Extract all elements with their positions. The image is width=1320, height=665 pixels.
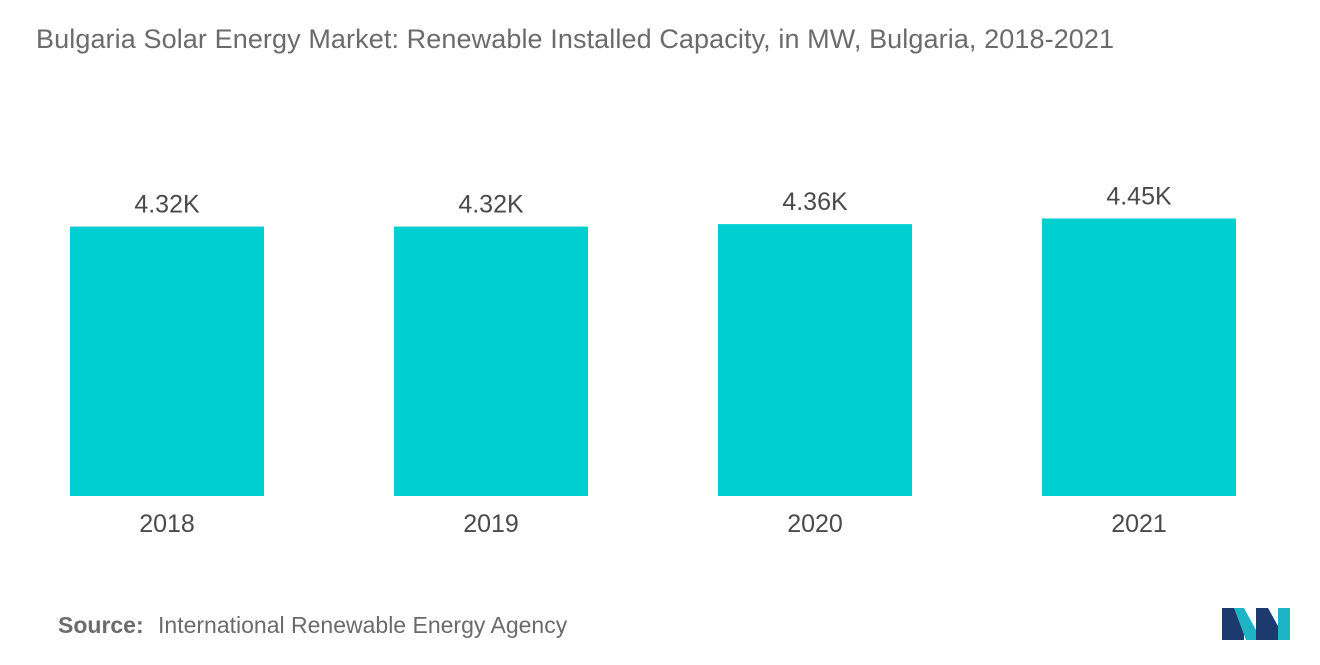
bar-2021 — [1042, 218, 1236, 497]
bar-value-label-2021: 4.45K — [1106, 182, 1172, 210]
x-tick-label-2019: 2019 — [463, 510, 519, 538]
source-text: International Renewable Energy Agency — [158, 612, 568, 638]
bar-value-label-2019: 4.32K — [458, 191, 524, 219]
bar-2019 — [394, 226, 588, 496]
bar-2018 — [70, 226, 264, 496]
x-tick-label-2020: 2020 — [787, 510, 843, 538]
bar-value-label-2020: 4.36K — [782, 188, 848, 216]
bar-2020 — [718, 224, 912, 496]
bar-value-label-2018: 4.32K — [134, 191, 200, 219]
source-note: Source: International Renewable Energy A… — [58, 612, 567, 639]
mordor-intelligence-logo-icon — [1222, 608, 1290, 640]
source-label: Source: — [58, 612, 144, 638]
chart-title: Bulgaria Solar Energy Market: Renewable … — [36, 24, 1115, 54]
x-tick-label-2018: 2018 — [139, 510, 195, 538]
bar-chart: 4.32K 2018 4.32K 2019 4.36K 2020 4.45K 2021 — [70, 182, 1236, 538]
x-tick-label-2021: 2021 — [1111, 510, 1167, 538]
